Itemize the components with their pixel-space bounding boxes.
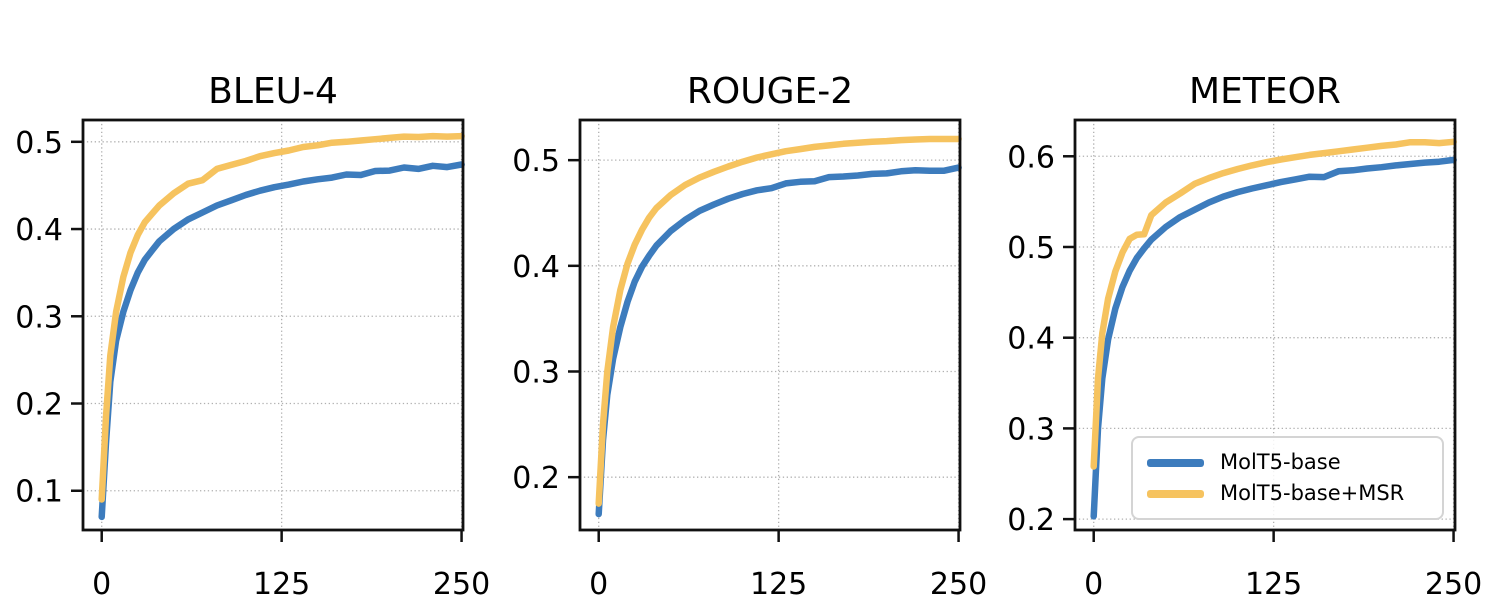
plot-border <box>1073 118 1457 532</box>
y-tick-label: 0.6 <box>1007 140 1055 175</box>
gridlines <box>580 120 960 530</box>
chart-title-bleu4: BLEU-4 <box>208 71 338 112</box>
gridlines <box>83 120 463 530</box>
y-tick-label: 0.3 <box>1007 412 1055 447</box>
x-tick-label: 0 <box>1084 567 1103 598</box>
legend-label-molt5-base-msr: MolT5-base+MSR <box>1220 481 1405 505</box>
plot-area-meteor: 0.2 0.3 0.4 0.5 0.6 0 125 250 <box>1007 118 1482 598</box>
tick-labels: 0.2 0.3 0.4 0.5 0 125 250 <box>512 144 987 598</box>
y-tick-label: 0.5 <box>15 126 63 161</box>
x-tick-label: 250 <box>1425 567 1482 598</box>
chart-panel-bleu4: BLEU-4 0.1 0.2 0.3 0.4 0.5 0 125 250 <box>0 0 503 598</box>
series-line-molt5-base-msr <box>98 132 465 503</box>
legend-label-molt5-base: MolT5-base <box>1220 450 1341 474</box>
tick-marks <box>71 140 463 542</box>
legend-item-molt5-base: MolT5-base <box>1147 452 1428 473</box>
legend-swatch-molt5-base-msr <box>1147 489 1204 498</box>
chart-title-rouge2: ROUGE-2 <box>686 71 854 112</box>
legend-item-molt5-base-msr: MolT5-base+MSR <box>1147 483 1428 504</box>
x-tick-label: 0 <box>92 567 111 598</box>
y-tick-label: 0.4 <box>1007 322 1055 357</box>
series-line-molt5-base <box>98 161 465 521</box>
series-line-molt5-base <box>1090 156 1457 520</box>
tick-labels: 0.2 0.3 0.4 0.5 0.6 0 125 250 <box>1007 140 1482 598</box>
x-tick-label: 125 <box>253 567 310 598</box>
y-tick-label: 0.3 <box>15 300 63 335</box>
plot-border <box>81 118 465 532</box>
y-tick-label: 0.1 <box>15 475 63 510</box>
series-line-molt5-base <box>595 164 962 518</box>
y-tick-label: 0.2 <box>512 461 560 496</box>
x-tick-label: 125 <box>1245 567 1302 598</box>
y-tick-label: 0.3 <box>512 355 560 390</box>
x-tick-label: 125 <box>750 567 807 598</box>
plot-area-rouge2: 0.2 0.3 0.4 0.5 0 125 250 <box>512 118 987 598</box>
y-tick-label: 0.5 <box>1007 231 1055 266</box>
chart-panel-rouge2: ROUGE-2 0.2 0.3 0.4 0.5 0 125 250 <box>497 0 1000 598</box>
legend-swatch-molt5-base <box>1147 458 1204 467</box>
tick-marks <box>1063 155 1455 542</box>
tick-labels: 0.1 0.2 0.3 0.4 0.5 0 125 250 <box>15 126 490 598</box>
x-tick-label: 0 <box>589 567 608 598</box>
y-tick-label: 0.2 <box>1007 503 1055 538</box>
tick-marks <box>568 158 960 542</box>
y-tick-label: 0.5 <box>512 144 560 179</box>
chart-panel-meteor: METEOR 0.2 0.3 0.4 0.5 0.6 0 125 250 MolT5-base… <box>992 0 1495 598</box>
plot-area-bleu4: 0.1 0.2 0.3 0.4 0.5 0 125 250 <box>15 118 490 598</box>
plot-border <box>578 118 962 532</box>
y-tick-label: 0.4 <box>512 250 560 285</box>
legend: MolT5-base MolT5-base+MSR <box>1131 436 1444 520</box>
series-line-molt5-base-msr <box>1090 138 1457 470</box>
x-tick-label: 250 <box>433 567 490 598</box>
chart-title-meteor: METEOR <box>1189 71 1341 112</box>
x-tick-label: 250 <box>930 567 987 598</box>
series-line-molt5-base-msr <box>595 135 962 507</box>
y-tick-label: 0.2 <box>15 388 63 423</box>
y-tick-label: 0.4 <box>15 213 63 248</box>
